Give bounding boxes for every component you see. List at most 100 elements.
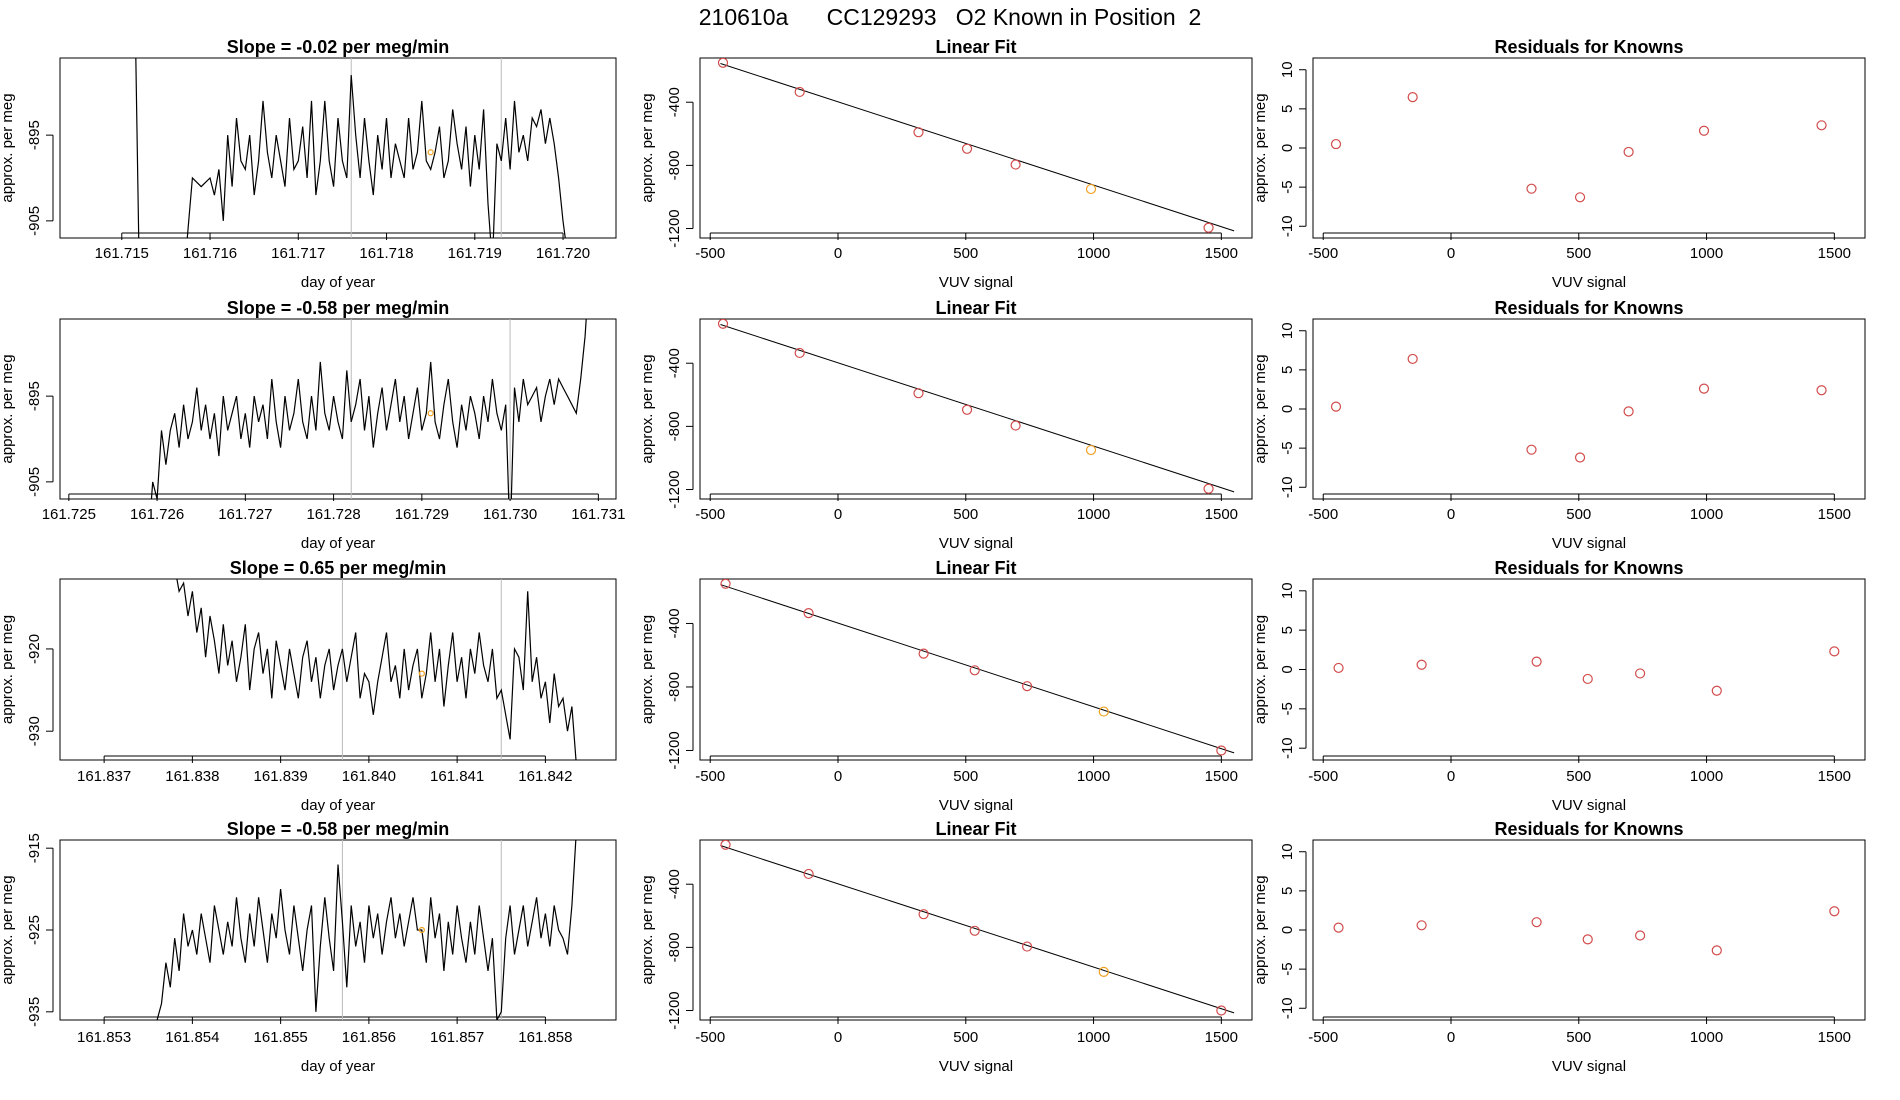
data-point xyxy=(918,648,929,659)
plot-frame xyxy=(699,839,1253,1021)
data-point xyxy=(1816,385,1827,396)
data-point xyxy=(1623,146,1634,158)
y-tick-label: -10 xyxy=(1279,997,1296,1019)
y-tick-label: 5 xyxy=(1279,887,1296,895)
x-tick-label: 161.857 xyxy=(430,1029,484,1046)
panel-title: Linear Fit xyxy=(935,819,1016,839)
data-point xyxy=(1829,646,1840,657)
x-axis-label: VUV signal xyxy=(939,1058,1013,1075)
plot-area xyxy=(156,840,577,1020)
data-point xyxy=(1829,906,1840,917)
data-point xyxy=(969,925,980,936)
y-tick-label: -10 xyxy=(1279,476,1296,498)
data-point xyxy=(794,347,805,359)
x-tick-label: -500 xyxy=(695,245,725,262)
y-tick-label: -1200 xyxy=(666,731,683,769)
x-tick-label: 1500 xyxy=(1818,245,1851,262)
plot-frame xyxy=(59,57,617,239)
data-point xyxy=(1574,192,1586,203)
panel-2-0: Slope = 0.65 per meg/min approx. per meg d… xyxy=(0,558,617,814)
plot-frame xyxy=(1312,57,1866,239)
data-point xyxy=(1526,444,1537,455)
x-tick-label: 161.839 xyxy=(254,768,308,785)
x-tick-label: 161.840 xyxy=(342,768,396,785)
y-tick-label: -400 xyxy=(666,608,683,638)
series-line xyxy=(176,579,577,760)
x-tick-label: 0 xyxy=(1447,768,1455,785)
fit-line xyxy=(720,584,1235,754)
panel-3-1: Linear Fit approx. per meg VUV signal -500 0… xyxy=(639,819,1253,1075)
data-point xyxy=(1010,420,1021,431)
x-tick-label: 1500 xyxy=(1818,1029,1851,1046)
x-tick-label: 1000 xyxy=(1690,768,1723,785)
panel-0-0: Slope = -0.02 per meg/min approx. per meg… xyxy=(0,37,617,291)
fit-line xyxy=(720,845,1235,1014)
fit-line xyxy=(720,324,1235,493)
data-point xyxy=(961,404,973,415)
series-line xyxy=(156,840,577,1020)
x-tick-label: -500 xyxy=(1308,506,1338,523)
y-tick-label: -905 xyxy=(26,467,43,497)
y-tick-label: -400 xyxy=(666,869,683,899)
x-tick-label: 1500 xyxy=(1818,506,1851,523)
y-tick-label: 0 xyxy=(1279,926,1296,934)
x-axis-label: VUV signal xyxy=(1552,274,1626,291)
x-tick-label: 1000 xyxy=(1077,768,1110,785)
x-tick-label: 161.718 xyxy=(359,245,413,262)
plot-area xyxy=(176,579,577,760)
y-tick-label: -10 xyxy=(1279,215,1296,237)
y-tick-label: -1200 xyxy=(666,470,683,508)
plot-frame xyxy=(59,318,617,500)
data-point xyxy=(1416,659,1427,670)
x-tick-label: 161.717 xyxy=(271,245,325,262)
panel-1-1: Linear Fit approx. per meg VUV signal -500 0… xyxy=(639,298,1253,552)
panel-1-2: Residuals for Knowns approx. per meg VUV s… xyxy=(1252,298,1866,552)
y-axis-label: approx. per meg xyxy=(639,354,656,463)
x-tick-label: 161.728 xyxy=(306,506,360,523)
x-tick-label: 0 xyxy=(1447,245,1455,262)
x-tick-label: 1500 xyxy=(1818,768,1851,785)
data-point xyxy=(803,608,814,619)
y-tick-label: -905 xyxy=(26,206,43,236)
y-tick-label: -10 xyxy=(1279,737,1296,759)
panel-title: Residuals for Knowns xyxy=(1494,558,1683,578)
x-axis-label: VUV signal xyxy=(1552,797,1626,814)
x-tick-label: -500 xyxy=(1308,768,1338,785)
data-point xyxy=(913,388,924,399)
data-point xyxy=(720,840,731,850)
panel-title: Linear Fit xyxy=(935,558,1016,578)
plot-area xyxy=(1333,646,1840,696)
data-point xyxy=(794,86,805,98)
plot-area xyxy=(135,58,566,238)
data-point xyxy=(1711,685,1722,696)
panel-2-2: Residuals for Knowns approx. per meg VUV s… xyxy=(1252,558,1866,814)
x-axis-label: VUV signal xyxy=(1552,535,1626,552)
x-tick-label: 0 xyxy=(834,1029,842,1046)
x-tick-label: 161.731 xyxy=(571,506,625,523)
y-tick-label: -400 xyxy=(666,348,683,378)
x-tick-label: 161.720 xyxy=(536,245,590,262)
x-tick-label: 161.725 xyxy=(42,506,96,523)
x-tick-label: 161.856 xyxy=(342,1029,396,1046)
panel-title: Residuals for Knowns xyxy=(1494,819,1683,839)
y-tick-label: -800 xyxy=(666,150,683,180)
panel-0-1: Linear Fit approx. per meg VUV signal -500 0… xyxy=(639,37,1253,291)
data-point xyxy=(1635,930,1646,941)
y-axis-label: approx. per meg xyxy=(639,615,656,724)
x-tick-label: 1500 xyxy=(1205,768,1238,785)
y-tick-label: -800 xyxy=(666,672,683,702)
y-tick-label: -895 xyxy=(26,120,43,150)
orange-marker xyxy=(418,670,425,677)
x-tick-label: 1000 xyxy=(1077,1029,1110,1046)
y-tick-label: -1200 xyxy=(666,991,683,1029)
x-tick-label: 161.730 xyxy=(483,506,537,523)
x-tick-label: 500 xyxy=(953,245,978,262)
panel-title: Slope = 0.65 per meg/min xyxy=(230,558,447,578)
x-tick-label: 1000 xyxy=(1690,1029,1723,1046)
series-line xyxy=(150,319,587,499)
x-tick-label: 161.858 xyxy=(518,1029,572,1046)
data-point xyxy=(1416,920,1427,931)
y-tick-label: -930 xyxy=(26,716,43,746)
y-tick-label: -925 xyxy=(26,915,43,945)
